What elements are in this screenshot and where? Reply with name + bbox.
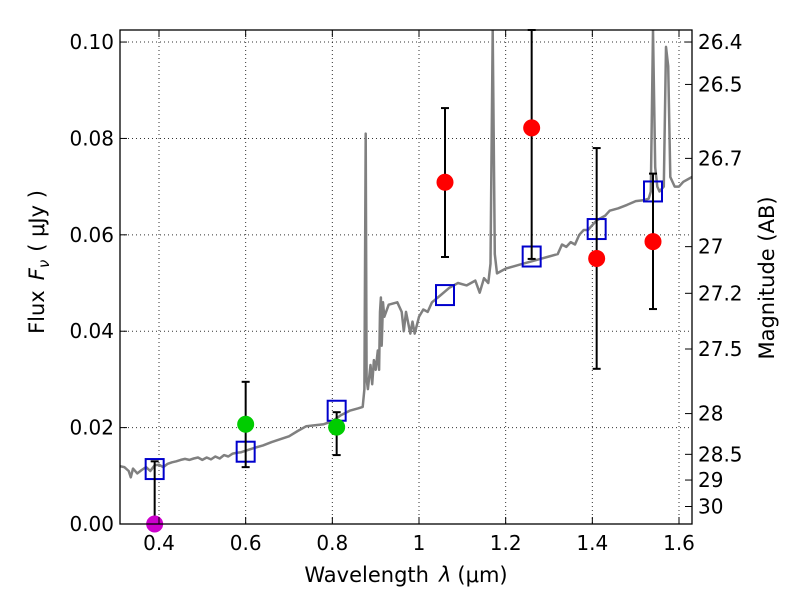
x-axis-title: Wavelength λ (μm) (304, 563, 507, 587)
x-tick-label: 1 (413, 531, 426, 555)
photometry-point (644, 233, 662, 251)
x-tick-label: 1.6 (663, 531, 695, 555)
plot-frame (119, 29, 693, 525)
plot-area (120, 30, 692, 479)
photometry-point (588, 249, 606, 267)
mag-tick-label: 30 (698, 495, 723, 519)
y2-axis-title: Magnitude (AB) (755, 196, 779, 359)
ticks: 0.4 0.6 0.8 1 1.2 1.4 1.6 0.00 0.02 0.04 0.06 0.08 0… (69, 30, 743, 555)
markers (144, 29, 663, 533)
photometry-point (523, 119, 541, 137)
y-tick-label: 0.04 (69, 319, 114, 343)
y-tick-label: 0.10 (69, 30, 114, 54)
photometry-point (237, 415, 255, 433)
mag-tick-label: 27.5 (698, 337, 743, 361)
mag-tick-label: 27 (698, 235, 723, 259)
photometry-point (328, 418, 346, 436)
model-photometry-square (435, 284, 455, 307)
x-tick-label: 1.2 (490, 531, 522, 555)
y-tick-label: 0.00 (69, 512, 114, 536)
y-tick-label: 0.02 (69, 416, 114, 440)
x-tick-label: 0.6 (230, 531, 262, 555)
photometry-point (436, 173, 454, 191)
mag-tick-label: 26.5 (698, 72, 743, 96)
mag-tick-label: 27.2 (698, 281, 743, 305)
model-spectrum-line (120, 30, 692, 479)
x-tick-label: 0.8 (316, 531, 348, 555)
y-tick-label: 0.08 (69, 126, 114, 150)
mag-tick-label: 28 (698, 402, 723, 426)
x-tick-label: 1.4 (576, 531, 608, 555)
y-tick-label: 0.06 (69, 223, 114, 247)
mag-tick-label: 29 (698, 468, 723, 492)
mag-tick-label: 26.7 (698, 146, 743, 170)
x-tick-label: 0.4 (143, 531, 175, 555)
y-axis-title: FluxFν( μJy ) (25, 190, 53, 334)
mag-tick-label: 26.4 (698, 30, 743, 54)
mag-tick-label: 28.5 (698, 442, 743, 466)
